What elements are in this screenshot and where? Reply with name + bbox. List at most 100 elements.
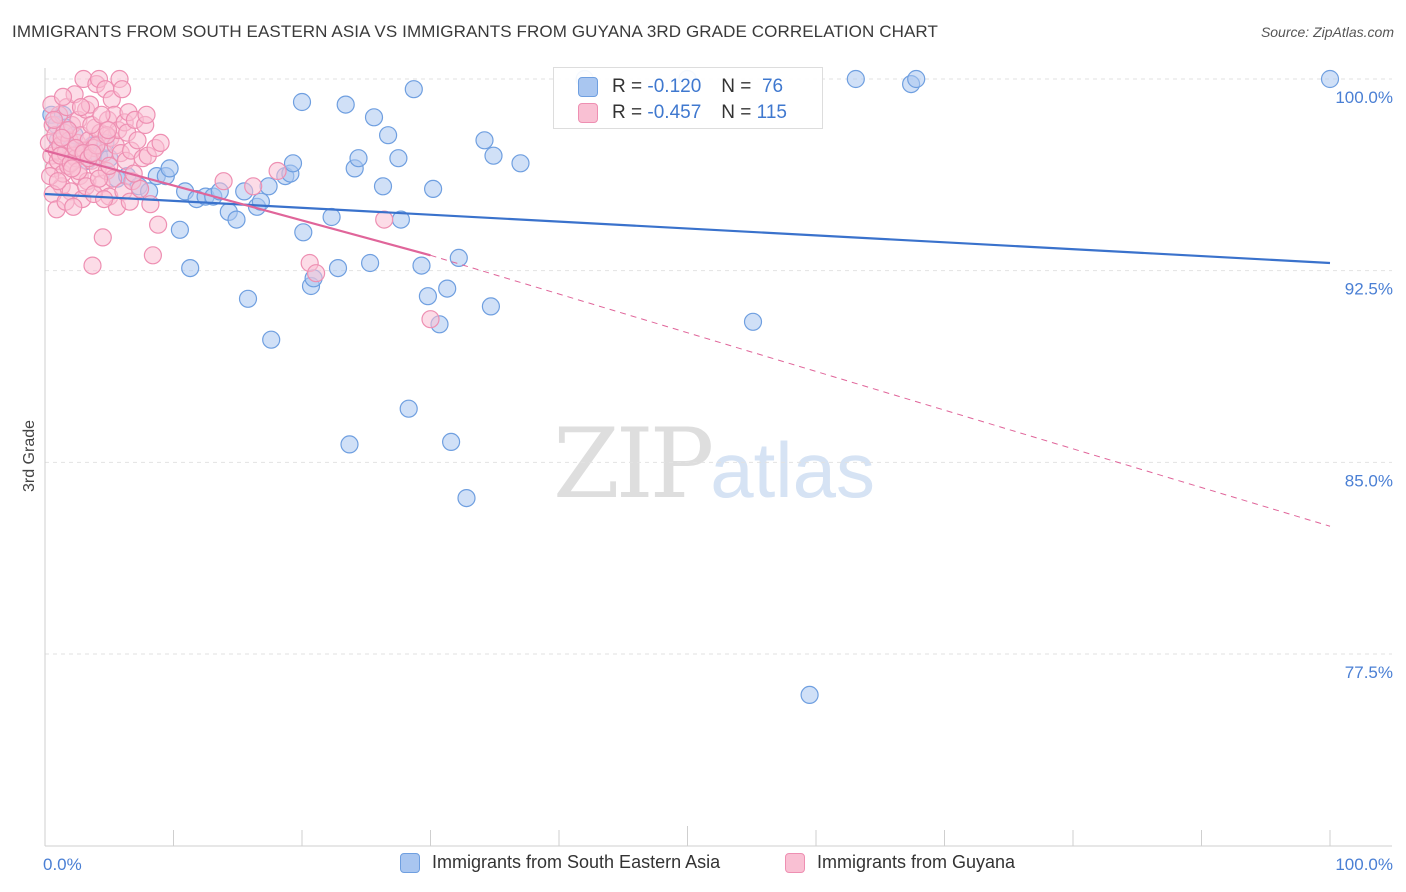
y-tick-label-1: 92.5%	[1345, 280, 1393, 299]
point-sea-30	[259, 177, 278, 196]
point-guyana-56	[112, 80, 132, 99]
stats-r-value: -0.120	[647, 76, 702, 97]
x-tick-labels: 0.0% 100.0%	[43, 855, 1393, 874]
point-sea-59	[449, 248, 468, 267]
stats-r-label: R =	[612, 102, 643, 123]
point-guyana-114	[137, 105, 156, 124]
stats-row-guyana: R = -0.457 N = 115	[578, 101, 787, 125]
point-sea-19	[181, 259, 200, 278]
stats-n-value: 115	[756, 102, 787, 123]
legend-item-guyana: Immigrants from Guyana	[785, 852, 1015, 873]
point-sea-68	[800, 685, 819, 705]
point-guyana-72	[143, 246, 162, 265]
legend-swatch-south-eastern-asia	[400, 852, 420, 873]
point-sea-27	[238, 289, 258, 308]
stats-legend: R = -0.120 N = 76 R = -0.457 N = 115	[553, 67, 823, 129]
point-guyana-104	[268, 161, 287, 181]
trend-extension-guyana	[430, 254, 1331, 527]
point-guyana-90	[71, 97, 91, 117]
point-guyana-41	[93, 228, 112, 247]
point-sea-36	[292, 92, 312, 112]
stats-row-south-eastern-asia: R = -0.120 N = 76	[578, 75, 783, 99]
stats-n-value: 76	[761, 76, 784, 97]
stats-swatch-guyana	[578, 103, 598, 123]
point-sea-62	[481, 297, 500, 316]
stats-n-label: N =	[721, 76, 752, 97]
point-sea-31	[262, 330, 281, 349]
y-tick-labels: 100.0% 92.5% 85.0% 77.5%	[1335, 88, 1393, 682]
stats-n-label: N =	[721, 102, 752, 123]
point-sea-61	[475, 131, 494, 150]
point-sea-45	[361, 253, 380, 273]
watermark-atlas: atlas	[710, 426, 875, 514]
point-sea-49	[389, 149, 408, 168]
watermark: ZIPatlas	[553, 408, 875, 520]
point-guyana-99	[94, 190, 114, 209]
point-sea-64	[511, 154, 530, 173]
point-sea-55	[424, 179, 443, 198]
y-tick-label-3: 77.5%	[1345, 663, 1393, 682]
point-guyana-112	[98, 121, 118, 140]
point-guyana-81	[48, 172, 68, 191]
point-guyana-79	[44, 110, 64, 130]
point-sea-17	[170, 220, 189, 239]
point-guyana-109	[52, 128, 71, 147]
point-sea-53	[412, 256, 431, 275]
trend-line-sea	[44, 192, 1331, 265]
point-sea-52	[404, 80, 423, 99]
stats-r-value: -0.457	[647, 102, 702, 123]
point-guyana-111	[83, 144, 102, 163]
x-tick-label-min: 0.0%	[43, 855, 82, 874]
legend-item-south-eastern-asia: Immigrants from South Eastern Asia	[400, 852, 720, 873]
point-sea-71	[907, 69, 926, 89]
point-sea-39	[322, 207, 341, 227]
y-tick-label-2: 85.0%	[1345, 471, 1393, 490]
stats-r-label: R =	[612, 76, 643, 97]
source-label: Source: ZipAtlas.com	[1260, 24, 1394, 40]
trend-line-guyana	[44, 149, 431, 257]
point-sea-72	[1320, 69, 1340, 89]
x-tick-label-max: 100.0%	[1335, 855, 1393, 874]
point-guyana-108	[421, 310, 440, 329]
point-sea-51	[399, 399, 418, 418]
legend-swatch-guyana	[785, 852, 805, 873]
point-sea-54	[418, 287, 437, 306]
point-sea-63	[484, 146, 503, 165]
point-guyana-75	[151, 133, 170, 152]
point-sea-41	[336, 95, 355, 114]
trend-lines	[44, 149, 1331, 527]
point-sea-47	[373, 177, 393, 196]
point-sea-48	[379, 126, 398, 145]
chart-title: IMMIGRANTS FROM SOUTH EASTERN ASIA VS IM…	[12, 22, 938, 41]
watermark-zip: ZIP	[553, 408, 714, 520]
point-sea-25	[227, 210, 246, 229]
point-guyana-97	[89, 169, 109, 188]
point-guyana-106	[307, 264, 326, 283]
series-south-eastern-asia-points	[42, 69, 1340, 705]
point-guyana-83	[53, 87, 73, 107]
point-guyana-103	[244, 177, 263, 196]
point-sea-34	[283, 154, 303, 173]
point-sea-60	[457, 489, 476, 508]
grid-lines	[45, 78, 1392, 655]
point-guyana-98	[92, 105, 111, 124]
point-sea-44	[349, 149, 368, 168]
point-sea-69	[846, 69, 865, 89]
point-sea-42	[340, 435, 359, 454]
point-guyana-102	[214, 172, 233, 191]
point-guyana-110	[62, 159, 82, 178]
point-sea-16	[160, 159, 179, 178]
point-sea-35	[294, 223, 313, 242]
legend-label-south-eastern-asia: Immigrants from South Eastern Asia	[432, 852, 721, 872]
point-sea-67	[743, 312, 763, 331]
point-guyana-33	[83, 256, 102, 275]
y-tick-label-0: 100.0%	[1335, 88, 1393, 107]
stats-swatch-south-eastern-asia	[578, 77, 598, 97]
legend-label-guyana: Immigrants from Guyana	[817, 852, 1016, 872]
point-guyana-107	[375, 210, 394, 229]
point-sea-58	[442, 432, 461, 451]
point-sea-57	[438, 279, 457, 298]
point-guyana-67	[131, 179, 150, 198]
point-guyana-66	[128, 131, 147, 150]
